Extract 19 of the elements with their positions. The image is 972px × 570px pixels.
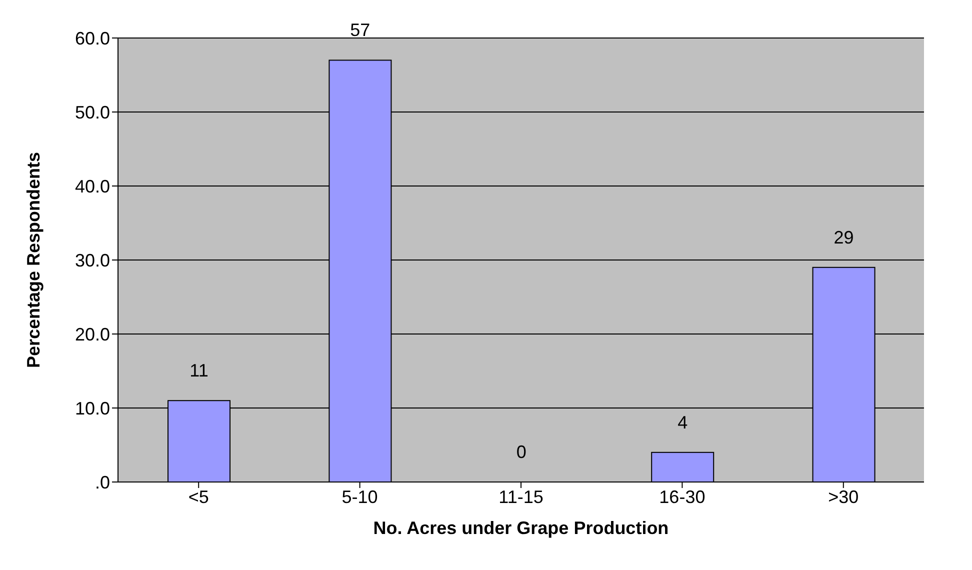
data-label: 4 [678, 412, 688, 432]
y-tick-label: .0 [94, 472, 110, 492]
x-tick-label: >30 [828, 486, 859, 507]
data-label: 0 [516, 442, 526, 462]
x-axis-title: No. Acres under Grape Production [373, 518, 669, 538]
x-tick-label: 11-15 [498, 486, 544, 507]
y-tick-label: 10.0 [74, 398, 110, 418]
y-tick-label: 50.0 [74, 102, 110, 122]
x-tick-label: <5 [188, 486, 209, 507]
y-tick-label: 30.0 [74, 250, 110, 270]
y-axis-title: Percentage Respondents [23, 152, 44, 368]
x-tick-label: 5-10 [342, 486, 378, 507]
data-label: 11 [190, 360, 208, 381]
y-tick-label: 20.0 [74, 324, 110, 344]
data-label: 29 [834, 227, 854, 248]
y-tick-label: 40.0 [74, 176, 110, 196]
data-label: 57 [350, 20, 370, 40]
x-tick-label: 16-30 [659, 486, 706, 507]
y-tick-label: 60.0 [74, 28, 110, 48]
